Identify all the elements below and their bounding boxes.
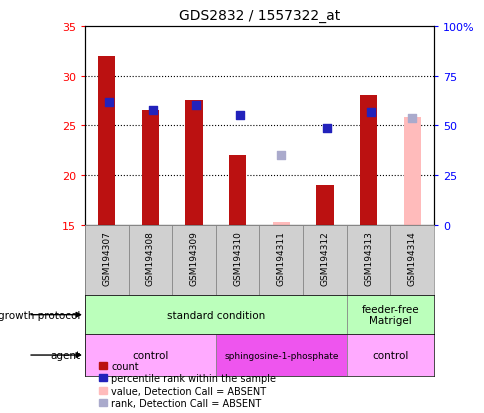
Text: feeder-free
Matrigel: feeder-free Matrigel <box>361 304 418 326</box>
Bar <box>85 295 346 335</box>
Point <box>366 110 374 116</box>
Bar <box>346 335 433 376</box>
Bar <box>215 225 259 295</box>
Bar <box>302 225 346 295</box>
Text: GSM194314: GSM194314 <box>407 231 416 285</box>
Bar <box>185 101 202 225</box>
Text: GSM194307: GSM194307 <box>102 231 111 285</box>
Bar <box>128 225 172 295</box>
Text: GSM194312: GSM194312 <box>320 231 329 285</box>
Bar <box>403 118 420 225</box>
Text: GSM194308: GSM194308 <box>146 231 154 285</box>
Bar <box>228 156 246 225</box>
Text: agent: agent <box>50 350 80 360</box>
Point <box>277 152 285 159</box>
Bar <box>346 295 433 335</box>
Point <box>105 100 112 107</box>
Bar <box>390 225 433 295</box>
Legend: count, percentile rank within the sample, value, Detection Call = ABSENT, rank, : count, percentile rank within the sample… <box>99 361 275 408</box>
Text: sphingosine-1-phosphate: sphingosine-1-phosphate <box>224 351 338 360</box>
Bar <box>316 185 333 225</box>
Bar <box>272 222 289 225</box>
Point <box>322 126 330 132</box>
Point <box>235 113 243 119</box>
Bar <box>359 96 377 225</box>
Bar <box>346 225 390 295</box>
Text: GSM194309: GSM194309 <box>189 231 198 285</box>
Bar <box>172 225 215 295</box>
Text: growth protocol: growth protocol <box>0 310 80 320</box>
Text: GSM194311: GSM194311 <box>276 231 285 285</box>
Title: GDS2832 / 1557322_at: GDS2832 / 1557322_at <box>179 9 339 23</box>
Point <box>408 116 415 122</box>
Text: GSM194313: GSM194313 <box>363 231 372 285</box>
Text: control: control <box>372 350 408 360</box>
Text: control: control <box>132 350 168 360</box>
Point <box>192 103 199 109</box>
Bar <box>259 225 302 295</box>
Bar <box>141 111 159 225</box>
Bar <box>85 335 215 376</box>
Text: GSM194310: GSM194310 <box>233 231 242 285</box>
Text: standard condition: standard condition <box>166 310 264 320</box>
Bar <box>85 225 128 295</box>
Point <box>148 108 156 114</box>
Bar <box>98 57 115 225</box>
Bar <box>215 335 346 376</box>
